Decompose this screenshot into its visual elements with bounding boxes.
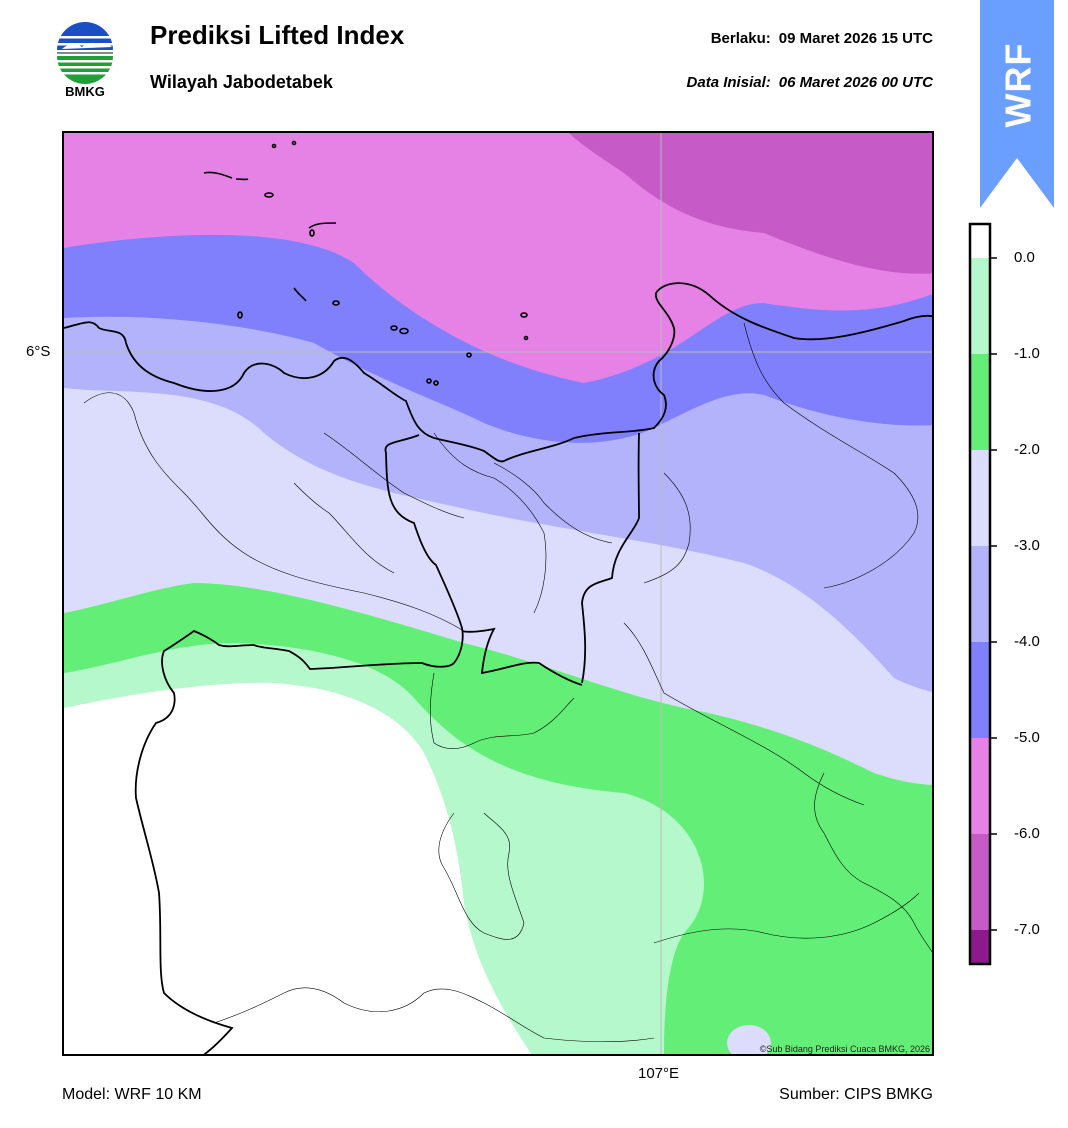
province-boundary-east — [581, 432, 640, 684]
map-credit: ©Sub Bidang Prediksi Cuaca BMKG, 2026 — [759, 1044, 930, 1054]
page-subtitle: Wilayah Jabodetabek — [150, 72, 333, 92]
colorbar-tick-label: -5.0 — [1014, 729, 1040, 746]
valid-value: 09 Maret 2026 15 UTC — [778, 30, 933, 47]
colorbar-segment — [970, 258, 990, 354]
colorbar-tick-label: -2.0 — [1014, 441, 1040, 458]
band-dark-magenta — [569, 133, 932, 274]
colorbar-tick-label: -7.0 — [1014, 921, 1040, 938]
source-info: Sumber: CIPS BMKG — [779, 1086, 933, 1103]
colorbar-tick-label: -1.0 — [1014, 345, 1040, 362]
model-info: Model: WRF 10 KM — [62, 1086, 202, 1103]
coastline — [64, 282, 932, 463]
band-white — [64, 682, 532, 1054]
colorbar-segment — [970, 354, 990, 450]
init-time: Data Inisial: 06 Maret 2026 00 UTC — [687, 74, 933, 91]
bmkg-logo-icon — [57, 22, 113, 84]
colorbar-segment — [970, 546, 990, 642]
colorbar-tick-label: -6.0 — [1014, 825, 1040, 842]
wrf-badge-text: WRF — [997, 42, 1038, 128]
valid-label: Berlaku: — [710, 30, 771, 47]
valid-time: Berlaku: 09 Maret 2026 15 UTC — [711, 30, 933, 47]
colorbar-tick-label: 0.0 — [1014, 249, 1035, 266]
colorbar-segment — [970, 642, 990, 738]
province-boundary-mid — [461, 627, 583, 686]
latitude-label: 6°S — [26, 343, 51, 360]
lifted-index-map — [64, 133, 932, 1054]
longitude-label: 107°E — [638, 1065, 680, 1082]
district-boundaries — [83, 322, 932, 1043]
islands — [203, 140, 529, 386]
band-lavender-spot — [727, 1025, 771, 1054]
logo-text: BMKG — [65, 84, 105, 99]
colorbar — [968, 222, 997, 966]
map-panel — [62, 131, 934, 1056]
colorbar-segment — [970, 224, 990, 258]
colorbar-tick-label: -3.0 — [1014, 537, 1040, 554]
init-label: Data Inisial: — [686, 74, 771, 91]
page-title: Prediksi Lifted Index — [150, 20, 405, 50]
colorbar-border — [968, 222, 992, 966]
colorbar-segment — [970, 738, 990, 834]
province-boundary-west — [134, 434, 464, 1054]
colorbar-segment — [970, 450, 990, 546]
colorbar-segment — [970, 834, 990, 930]
colorbar-segment — [970, 930, 990, 964]
colorbar-tick-label: -4.0 — [1014, 633, 1040, 650]
init-value: 06 Maret 2026 00 UTC — [778, 74, 933, 91]
wrf-badge-icon — [980, 0, 1054, 208]
